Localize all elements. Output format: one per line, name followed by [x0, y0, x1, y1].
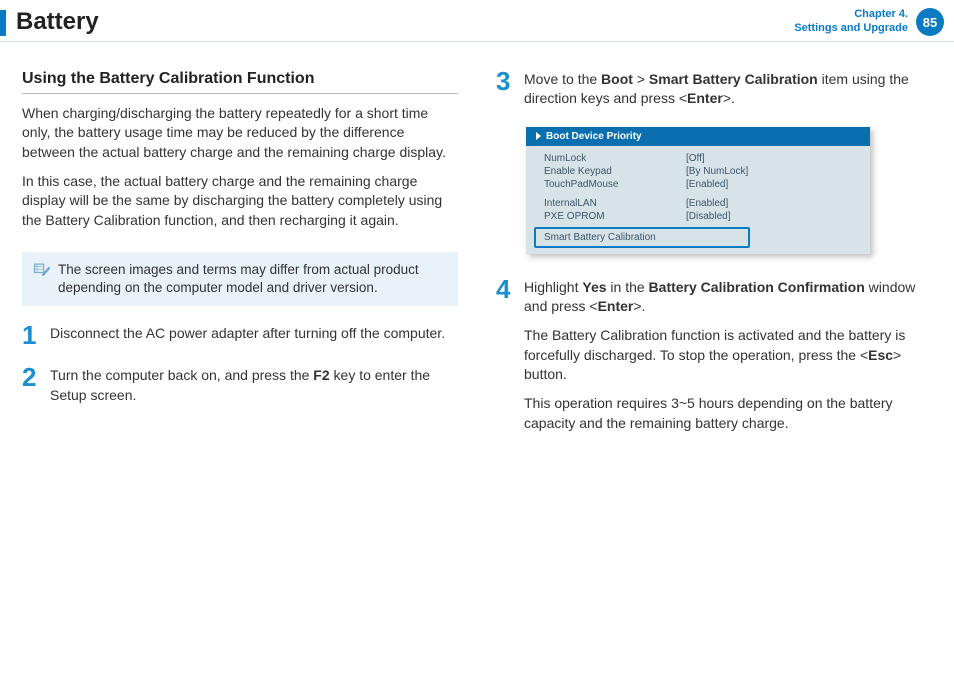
note-icon [32, 261, 52, 279]
header-right: Chapter 4. Settings and Upgrade 85 [794, 8, 954, 36]
step-body: Turn the computer back on, and press the… [50, 366, 458, 405]
step-4: 4 Highlight Yes in the Battery Calibrati… [496, 278, 932, 433]
key-enter: Enter [687, 90, 723, 106]
note-text: The screen images and terms may differ f… [58, 261, 446, 297]
step-body: Highlight Yes in the Battery Calibration… [524, 278, 932, 433]
bios-value: [Enabled] [686, 198, 728, 209]
bios-label: NumLock [526, 153, 686, 164]
text-frag: The Battery Calibration function is acti… [524, 327, 905, 362]
page-header: Battery Chapter 4. Settings and Upgrade … [0, 0, 954, 42]
text-frag: > [633, 71, 649, 87]
window-name: Battery Calibration Confirmation [649, 279, 865, 295]
bios-row: NumLock[Off] [526, 152, 870, 165]
text-frag: >. [633, 298, 645, 314]
intro-para-2: In this case, the actual battery charge … [22, 172, 458, 230]
menu-sbc: Smart Battery Calibration [649, 71, 818, 87]
option-yes: Yes [582, 279, 606, 295]
bios-row: Enable Keypad[By NumLock] [526, 165, 870, 178]
step-3: 3 Move to the Boot > Smart Battery Calib… [496, 70, 932, 109]
bios-highlight: Smart Battery Calibration [534, 227, 750, 248]
step-number: 3 [496, 68, 524, 94]
key-esc: Esc [868, 347, 893, 363]
bios-row: PXE OPROM[Disabled] [526, 210, 870, 223]
bios-row: TouchPadMouse[Enabled] [526, 178, 870, 191]
title-wrap: Battery [0, 8, 99, 36]
step-body: Disconnect the AC power adapter after tu… [50, 324, 458, 343]
bios-label: TouchPadMouse [526, 179, 686, 190]
key-name: F2 [313, 367, 329, 383]
bios-row: InternalLAN[Enabled] [526, 197, 870, 210]
bios-screenshot: Boot Device Priority NumLock[Off] Enable… [526, 127, 870, 254]
chapter-label: Chapter 4. Settings and Upgrade [794, 8, 908, 36]
menu-boot: Boot [601, 71, 633, 87]
content-area: Using the Battery Calibration Function W… [0, 42, 954, 451]
page-number-badge: 85 [916, 8, 944, 36]
bios-value: [Disabled] [686, 211, 730, 222]
step-text: The Battery Calibration function is acti… [524, 326, 932, 384]
chapter-line2: Settings and Upgrade [794, 22, 908, 36]
step-1: 1 Disconnect the AC power adapter after … [22, 324, 458, 348]
text-frag: in the [607, 279, 649, 295]
note-box: The screen images and terms may differ f… [22, 252, 458, 306]
bios-header: Boot Device Priority [526, 127, 870, 146]
triangle-icon [536, 132, 541, 140]
bios-label: Enable Keypad [526, 166, 686, 177]
step-text: Turn the computer back on, and press the… [50, 366, 458, 405]
text-frag: Turn the computer back on, and press the [50, 367, 313, 383]
step-text: This operation requires 3~5 hours depend… [524, 394, 932, 433]
step-body: Move to the Boot > Smart Battery Calibra… [524, 70, 932, 109]
bios-label: PXE OPROM [526, 211, 686, 222]
step-number: 2 [22, 364, 50, 390]
step-2: 2 Turn the computer back on, and press t… [22, 366, 458, 405]
text-frag: Highlight [524, 279, 582, 295]
intro-para-1: When charging/discharging the battery re… [22, 104, 458, 162]
step-number: 4 [496, 276, 524, 302]
accent-tab [0, 10, 6, 36]
text-frag: Move to the [524, 71, 601, 87]
bios-heading-text: Boot Device Priority [546, 131, 642, 142]
bios-value: [By NumLock] [686, 166, 748, 177]
step-text: Move to the Boot > Smart Battery Calibra… [524, 70, 932, 109]
left-column: Using the Battery Calibration Function W… [22, 70, 458, 451]
right-column: 3 Move to the Boot > Smart Battery Calib… [496, 70, 932, 451]
step-text: Disconnect the AC power adapter after tu… [50, 324, 458, 343]
key-enter: Enter [598, 298, 634, 314]
bios-value: [Enabled] [686, 179, 728, 190]
step-number: 1 [22, 322, 50, 348]
step-text: Highlight Yes in the Battery Calibration… [524, 278, 932, 317]
page-title: Battery [16, 8, 99, 36]
bios-label: InternalLAN [526, 198, 686, 209]
text-frag: >. [723, 90, 735, 106]
chapter-line1: Chapter 4. [794, 8, 908, 22]
section-heading: Using the Battery Calibration Function [22, 70, 458, 94]
bios-rows: NumLock[Off] Enable Keypad[By NumLock] T… [526, 146, 870, 248]
bios-value: [Off] [686, 153, 705, 164]
